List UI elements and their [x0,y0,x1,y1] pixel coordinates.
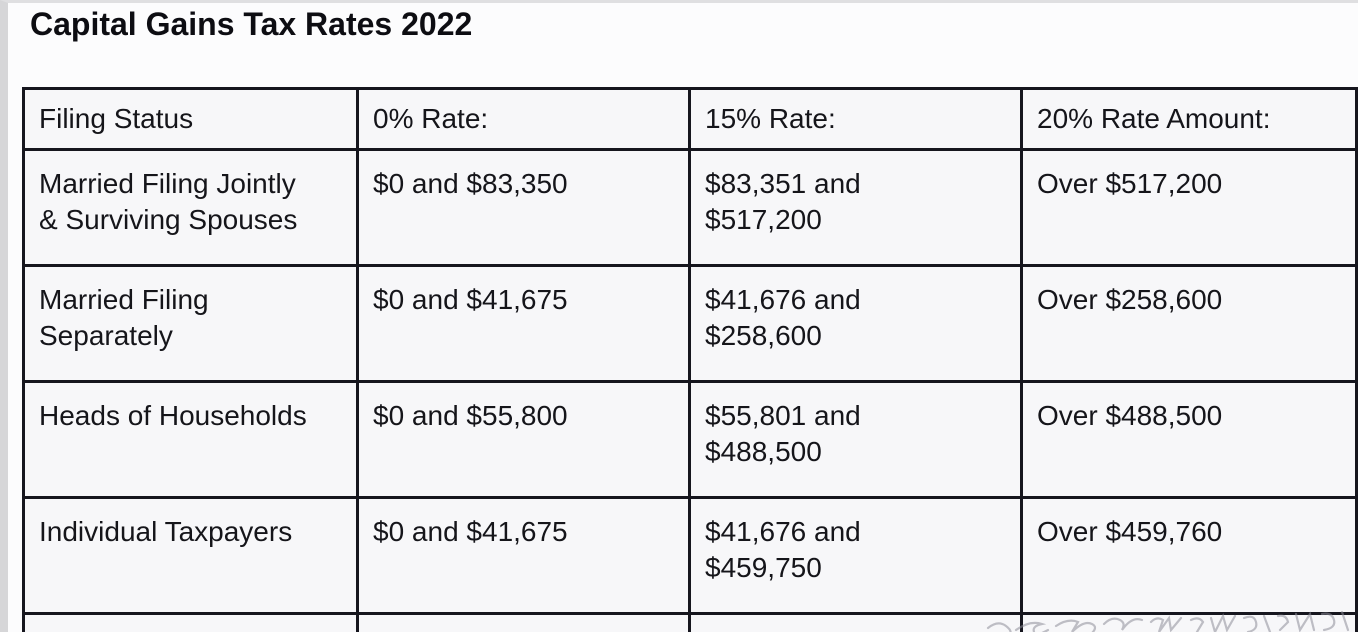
cell-20-percent-rate: Over $517,200 [1020,148,1358,267]
cell-20-percent-rate: Over $459,760 [1020,496,1358,615]
cell-15-percent-rate: $55,801 and $488,500 [688,380,1023,499]
col-header-filing-status: Filing Status [22,87,359,151]
col-header-0-percent-rate: 0% Rate: [356,87,691,151]
cell-filing-status: Heads of Households [22,380,359,499]
cell-15-percent-rate: $83,351 and $517,200 [688,148,1023,267]
table-row-individual-taxpayers: Individual Taxpayers $0 and $41,675 $41,… [22,496,1358,615]
col-header-15-percent-rate: 15% Rate: [688,87,1023,151]
page-title: Capital Gains Tax Rates 2022 [30,6,473,42]
cell-20-percent-rate: Over $258,600 [1020,264,1358,383]
cell-0-percent-rate: $0 and $2,800 [356,612,691,632]
cell-filing-status: Married Filing Jointly & Surviving Spous… [22,148,359,267]
cell-15-percent-rate: $2,801 and $13,700 [688,612,1023,632]
table-row-heads-of-households: Heads of Households $0 and $55,800 $55,8… [22,380,1358,499]
cell-0-percent-rate: $0 and $41,675 [356,496,691,615]
cell-20-percent-rate: Over $13,700 [1020,612,1358,632]
cell-0-percent-rate: $0 and $83,350 [356,148,691,267]
cell-20-percent-rate: Over $488,500 [1020,380,1358,499]
cell-filing-status: Married Filing Separately [22,264,359,383]
table-header-row: Filing Status 0% Rate: 15% Rate: 20% Rat… [22,87,1358,151]
cell-0-percent-rate: $0 and $55,800 [356,380,691,499]
capital-gains-tax-table: Filing Status 0% Rate: 15% Rate: 20% Rat… [22,87,1358,632]
table-row-married-filing-jointly: Married Filing Jointly & Surviving Spous… [22,148,1358,267]
table-row-trusts-and-estates: Trusts & Estates $0 and $2,800 $2,801 an… [22,612,1358,632]
watermark-scribble [986,610,1350,632]
cell-0-percent-rate: $0 and $41,675 [356,264,691,383]
table-row-married-filing-separately: Married Filing Separately $0 and $41,675… [22,264,1358,383]
cell-15-percent-rate: $41,676 and $258,600 [688,264,1023,383]
cell-15-percent-rate: $41,676 and $459,750 [688,496,1023,615]
cell-filing-status: Trusts & Estates [22,612,359,632]
cell-filing-status: Individual Taxpayers [22,496,359,615]
col-header-20-percent-rate-amount: 20% Rate Amount: [1020,87,1358,151]
